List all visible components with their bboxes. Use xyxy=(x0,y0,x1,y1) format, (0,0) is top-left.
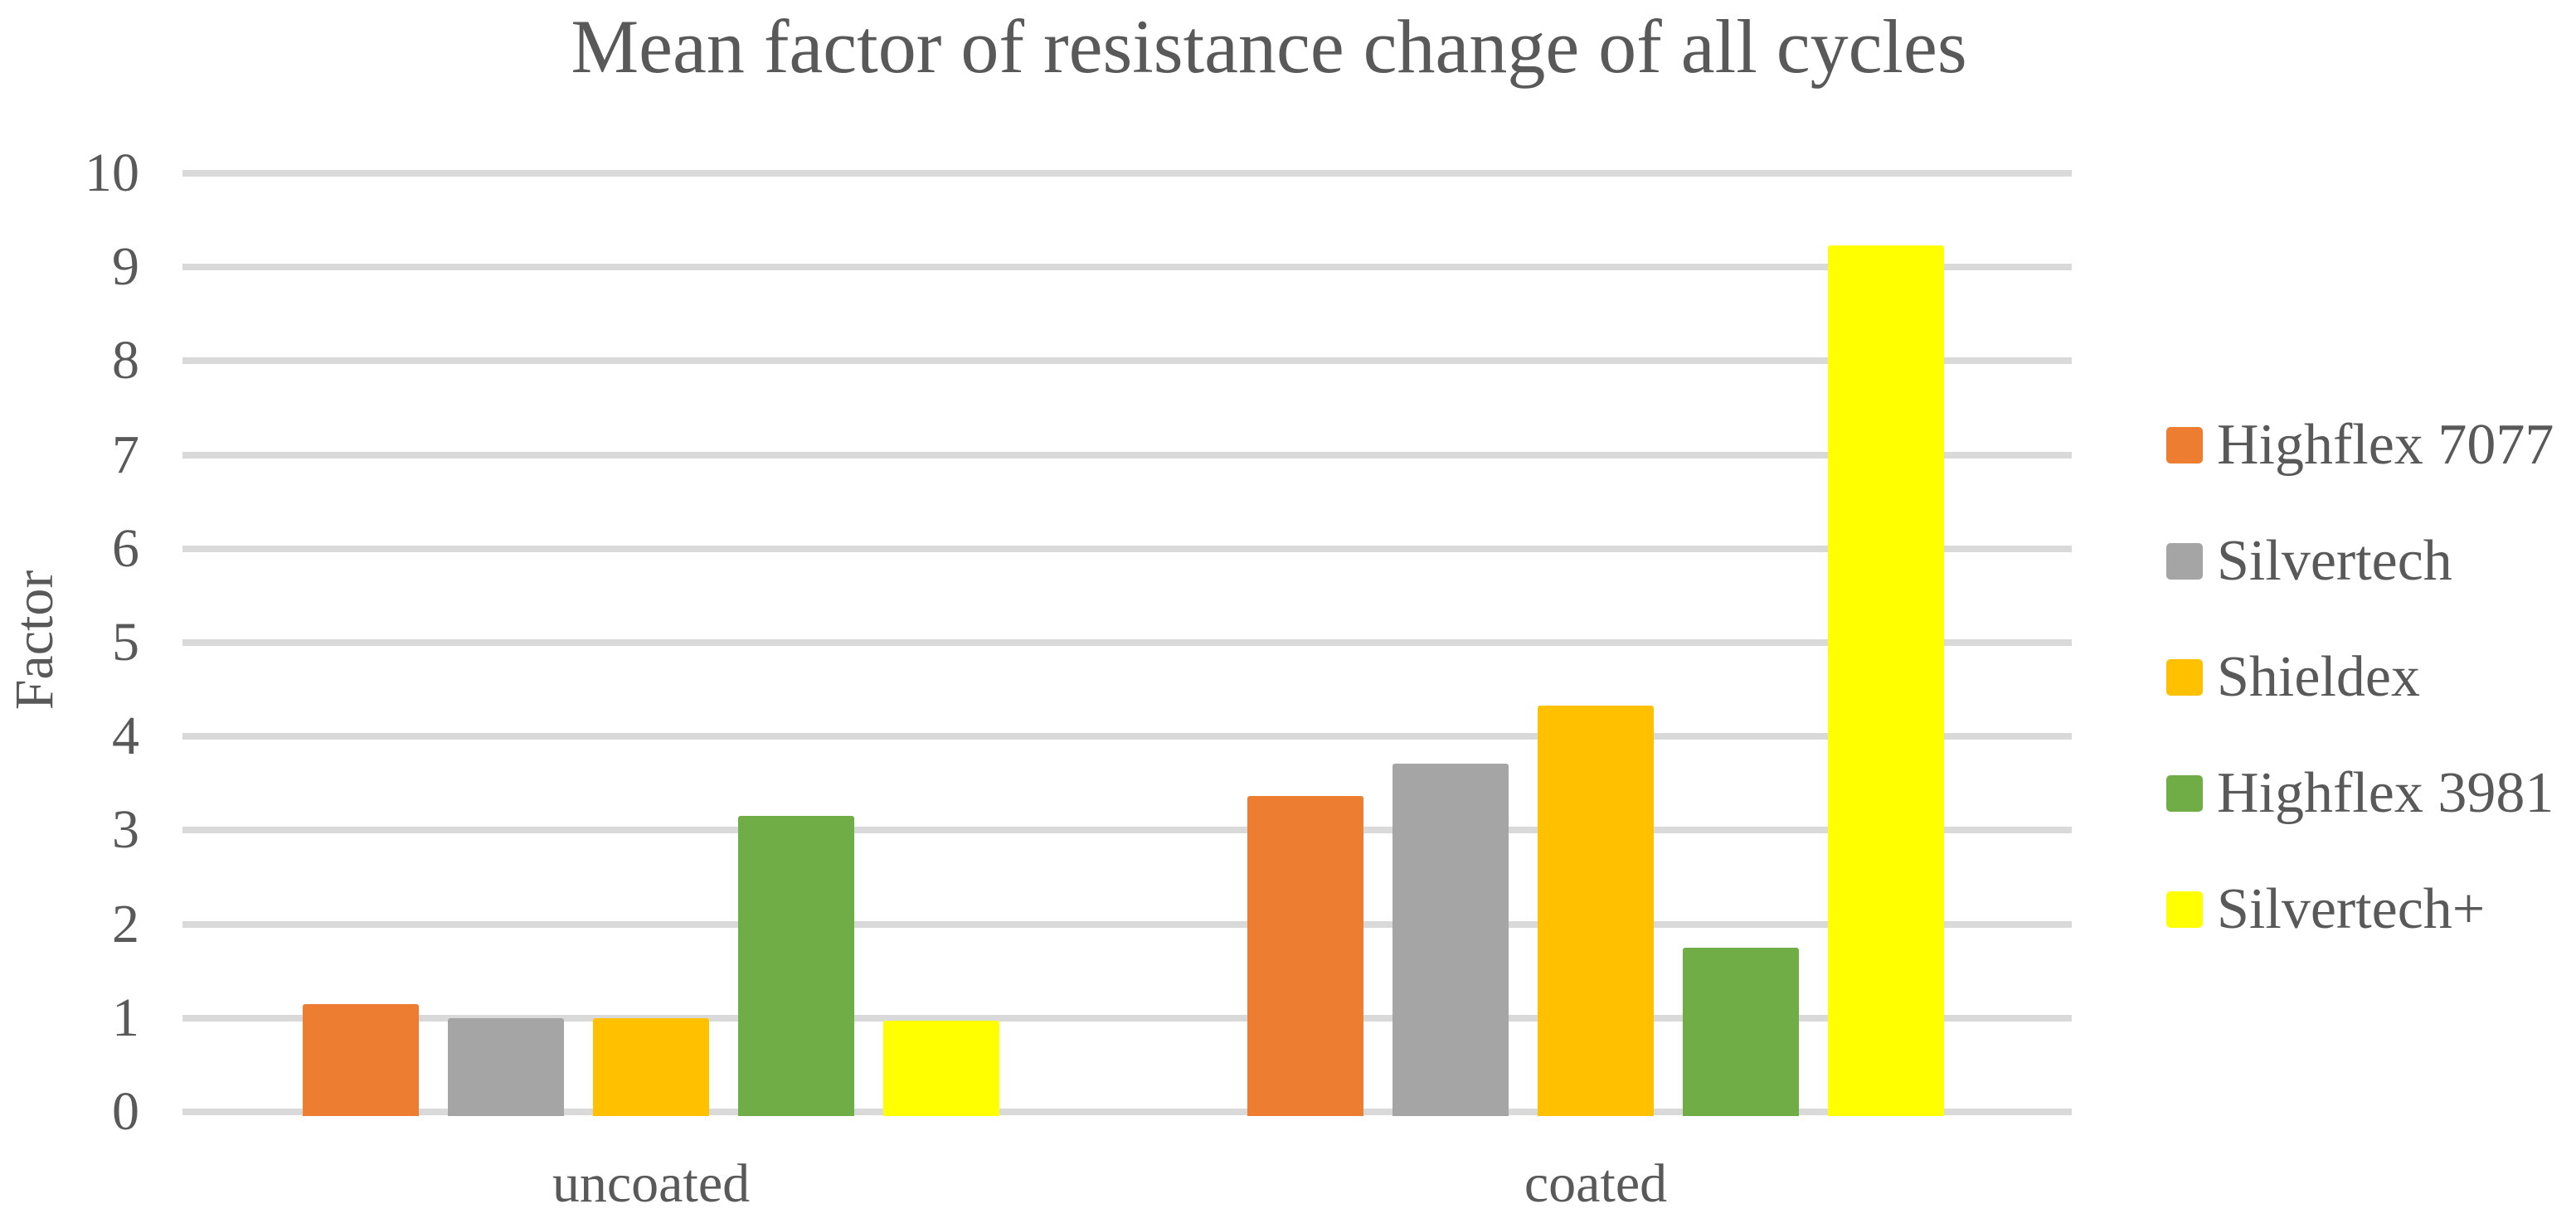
bar-shieldex-coated xyxy=(1538,705,1654,1116)
legend-swatch-shieldex xyxy=(2166,659,2203,696)
legend-swatch-silvertech xyxy=(2166,891,2203,928)
gridline-2 xyxy=(182,920,2072,928)
gridline-8 xyxy=(182,357,2072,365)
legend-swatch-highflex-7077 xyxy=(2166,427,2203,463)
y-tick-label-2: 2 xyxy=(112,893,139,954)
y-tick-label-10: 10 xyxy=(85,143,139,203)
legend-item-silvertech: Silvertech xyxy=(2166,528,2452,595)
gridline-6 xyxy=(182,545,2072,552)
legend: Highflex 7077 Silvertech Shieldex Highflex … xyxy=(2166,0,2576,1223)
legend-swatch-highflex-3981 xyxy=(2166,775,2203,812)
y-tick-label-9: 9 xyxy=(112,236,139,298)
bar-silvertech-coated xyxy=(1392,764,1509,1116)
y-tick-label-8: 8 xyxy=(112,330,139,391)
legend-item-highflex-7077: Highflex 7077 xyxy=(2166,412,2554,478)
legend-label-highflex-3981: Highflex 3981 xyxy=(2217,761,2554,825)
legend-swatch-silvertech xyxy=(2166,543,2203,580)
legend-label-shieldex: Shieldex xyxy=(2217,645,2420,709)
category-label-uncoated: uncoated xyxy=(552,1153,751,1214)
bar-highflex-7077-uncoated xyxy=(303,1003,419,1116)
chart-title: Mean factor of resistance change of all … xyxy=(571,4,1967,89)
bar-highflex-3981-coated xyxy=(1683,947,1799,1116)
bar-silvertech-uncoated xyxy=(883,1021,999,1116)
bar-shieldex-uncoated xyxy=(593,1017,709,1116)
gridline-5 xyxy=(182,639,2072,646)
gridline-0 xyxy=(182,1109,2072,1115)
bar-highflex-3981-uncoated xyxy=(738,816,854,1116)
legend-item-silvertech: Silvertech+ xyxy=(2166,876,2485,943)
y-tick-label-3: 3 xyxy=(112,799,139,861)
gridline-9 xyxy=(182,264,2072,271)
gridline-1 xyxy=(182,1014,2072,1022)
y-tick-label-4: 4 xyxy=(112,706,139,767)
y-tick-label-5: 5 xyxy=(112,612,139,672)
bar-silvertech-coated xyxy=(1828,245,1944,1116)
bar-silvertech-uncoated xyxy=(448,1017,564,1116)
y-tick-label-6: 6 xyxy=(112,517,139,579)
legend-item-shieldex: Shieldex xyxy=(2166,644,2420,711)
gridline-4 xyxy=(182,733,2072,740)
y-tick-label-7: 7 xyxy=(112,424,139,485)
legend-item-highflex-3981: Highflex 3981 xyxy=(2166,760,2554,827)
gridline-10 xyxy=(182,170,2072,177)
gridline-7 xyxy=(182,451,2072,459)
category-label-coated: coated xyxy=(1524,1153,1668,1214)
bar-highflex-7077-coated xyxy=(1247,795,1363,1116)
legend-label-silvertech: Silvertech xyxy=(2217,529,2452,593)
y-tick-label-0: 0 xyxy=(112,1081,139,1142)
y-tick-label-1: 1 xyxy=(112,987,139,1048)
legend-label-silvertech: Silvertech+ xyxy=(2217,877,2486,941)
legend-label-highflex-7077: Highflex 7077 xyxy=(2217,413,2554,477)
gridline-3 xyxy=(182,827,2072,834)
